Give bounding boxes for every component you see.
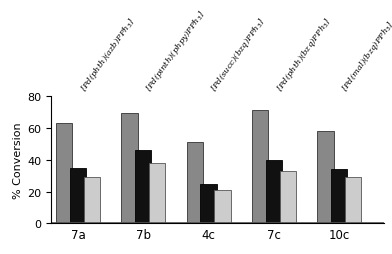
Bar bbox=[252, 111, 268, 224]
Text: [Pd(phth)(bzq)PPh$_3$]: [Pd(phth)(bzq)PPh$_3$] bbox=[274, 15, 334, 94]
Bar bbox=[135, 150, 151, 224]
Text: [Pd(mal)(bzq)PPh$_3$]: [Pd(mal)(bzq)PPh$_3$] bbox=[339, 19, 392, 94]
Text: [Pd(phth)(azb)PPh$_3$]: [Pd(phth)(azb)PPh$_3$] bbox=[78, 16, 138, 94]
Y-axis label: % Conversion: % Conversion bbox=[13, 122, 23, 198]
Bar bbox=[83, 178, 100, 224]
Bar bbox=[317, 131, 334, 224]
Text: [Pd(pinth)(phpy)PPh$_3$]: [Pd(pinth)(phpy)PPh$_3$] bbox=[143, 8, 209, 94]
Bar bbox=[279, 171, 296, 224]
Bar bbox=[200, 184, 217, 224]
Bar bbox=[149, 163, 165, 224]
Bar bbox=[345, 178, 361, 224]
Bar bbox=[214, 190, 230, 224]
Bar bbox=[266, 160, 282, 224]
Bar bbox=[187, 142, 203, 224]
Bar bbox=[331, 170, 347, 224]
Bar bbox=[121, 114, 138, 224]
Text: [Pd(succ)(bzq)PPh$_3$]: [Pd(succ)(bzq)PPh$_3$] bbox=[209, 16, 269, 94]
Bar bbox=[56, 123, 72, 224]
Bar bbox=[70, 168, 86, 224]
